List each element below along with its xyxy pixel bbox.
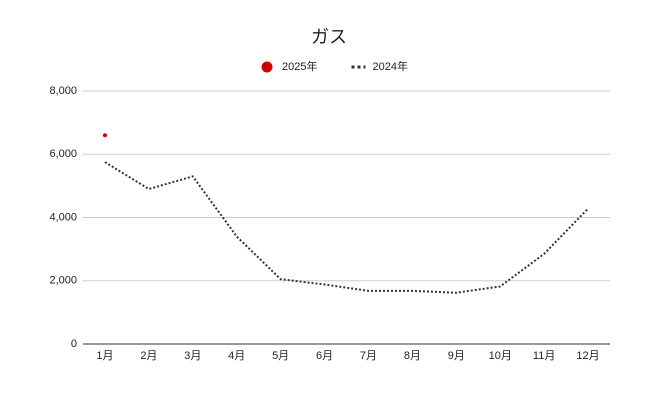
x-tick-label: 3月 [184,350,201,362]
data-point [102,133,107,138]
x-tick-label: 2月 [140,350,157,362]
y-tick-label: 0 [71,338,77,350]
chart-title: ガス [311,27,347,47]
y-tick-label: 8,000 [49,85,77,97]
x-tick-label: 12月 [576,350,599,362]
y-tick-label: 2,000 [49,275,77,287]
x-tick-label: 5月 [272,350,289,362]
x-tick-label: 10月 [489,350,512,362]
x-tick-label: 1月 [96,350,113,362]
y-tick-label: 6,000 [49,148,77,160]
x-tick-label: 4月 [228,350,245,362]
legend-label: 2024年 [372,59,407,73]
x-tick-label: 7月 [360,350,377,362]
data-line [104,161,589,294]
legend-label: 2025年 [282,59,317,73]
x-tick-label: 9月 [448,350,465,362]
x-tick-label: 6月 [316,350,333,362]
legend-marker [261,61,273,73]
x-tick-label: 8月 [404,350,421,362]
y-tick-label: 4,000 [49,211,77,223]
x-tick-label: 11月 [533,350,555,362]
